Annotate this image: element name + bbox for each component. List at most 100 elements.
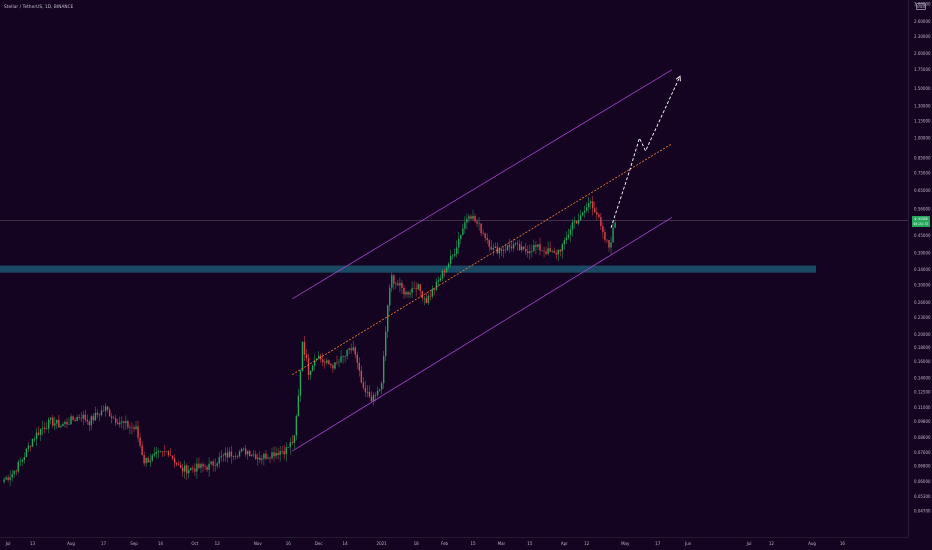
price-tick-label: 1.30000 (914, 103, 931, 108)
candle-body (182, 467, 184, 472)
candle-body (313, 360, 316, 366)
candle-body (608, 240, 610, 248)
candle-body (559, 249, 561, 252)
candle-body (596, 212, 598, 215)
candle-body (403, 287, 405, 295)
candle-body (464, 222, 466, 229)
candle-body (54, 423, 56, 426)
candle-body (293, 435, 296, 443)
candle-body (508, 245, 511, 247)
candle-body (547, 248, 549, 254)
candle-body (421, 290, 423, 299)
candle-body (514, 243, 517, 245)
candle-body (387, 305, 389, 332)
candle-body (352, 347, 354, 351)
candle-body (88, 421, 91, 426)
candle-body (332, 365, 334, 369)
time-tick-label: 16 (840, 541, 846, 546)
channel-mid-line (292, 143, 673, 375)
time-tick-label: Mar (498, 541, 506, 546)
candle-body (139, 437, 141, 446)
candle-body (417, 284, 419, 290)
candle-body (533, 245, 535, 251)
price-tick-label: 1.50000 (914, 86, 931, 91)
candle-body (123, 421, 125, 423)
last-price-value: 0.51550 (914, 216, 928, 221)
time-tick-label: 12 (769, 541, 775, 546)
price-tick-label: 0.07600 (914, 450, 931, 455)
candle-body (161, 451, 164, 452)
time-tick-label: Jul (746, 541, 752, 546)
candle-body (419, 284, 421, 291)
candle-body (102, 410, 105, 412)
candle-body (478, 223, 480, 225)
candle-body (389, 287, 391, 306)
candle-body (220, 455, 222, 458)
candle-body (253, 454, 255, 456)
candle-body (240, 448, 243, 452)
candle-body (366, 391, 369, 393)
candle-body (460, 235, 462, 239)
candle-body (510, 246, 513, 249)
price-tick-label: 0.16000 (914, 359, 931, 364)
price-tick-label: 0.05300 (914, 494, 931, 499)
candle-body (545, 251, 547, 254)
candle-body (35, 432, 38, 439)
candle-body (92, 416, 95, 421)
candle-body (275, 452, 277, 457)
candle-body (224, 452, 227, 456)
candle-body (194, 468, 196, 472)
candle-body (7, 477, 9, 480)
candle-body (100, 410, 103, 416)
projection-path (610, 76, 681, 228)
candle-body (305, 354, 308, 358)
candle-body (246, 451, 249, 455)
candle-body (11, 474, 13, 478)
candle-body (52, 417, 54, 426)
price-tick-label: 2.30000 (914, 34, 931, 39)
candle-body (346, 349, 348, 357)
symbol-title: Stellar / TetherUS, 1D, BINANCE (4, 4, 74, 9)
candle-body (561, 244, 564, 252)
candle-body (606, 239, 608, 241)
candle-body (354, 347, 356, 355)
candle-body (169, 455, 172, 456)
price-tick-label: 0.09800 (914, 419, 931, 424)
candle-body (177, 464, 180, 466)
candle-body (303, 342, 306, 355)
candle-body (427, 295, 430, 303)
candle-body (431, 289, 434, 297)
candle-body (557, 249, 559, 255)
candle-body (3, 479, 5, 483)
price-tick-label: 0.56000 (914, 206, 931, 211)
price-tick-label: 0.12500 (914, 389, 931, 394)
candle-body (484, 233, 486, 238)
candle-body (549, 248, 551, 252)
candle-body (441, 270, 444, 279)
candle-body (600, 217, 602, 226)
candle-body (506, 245, 509, 251)
currency-badge[interactable]: USDT (916, 3, 926, 10)
time-tick-label: Aug (808, 541, 816, 546)
candle-body (273, 452, 275, 457)
time-tick-label: Aug (67, 541, 75, 546)
candle-body (385, 331, 387, 357)
candle-body (94, 412, 97, 421)
candle-body (500, 248, 503, 251)
candle-body (90, 416, 93, 426)
candle-body (129, 427, 131, 428)
candle-body (334, 362, 336, 369)
candle-body (488, 240, 490, 247)
candle-body (594, 208, 596, 213)
candle-body (277, 452, 279, 455)
candle-body (56, 420, 58, 424)
candle-body (72, 416, 74, 420)
candle-body (380, 383, 383, 390)
candle-body (529, 251, 531, 254)
candle-body (261, 458, 263, 460)
candle-body (411, 288, 413, 293)
candle-countdown: 04:21:37 (913, 222, 929, 227)
candle-body (523, 246, 525, 249)
